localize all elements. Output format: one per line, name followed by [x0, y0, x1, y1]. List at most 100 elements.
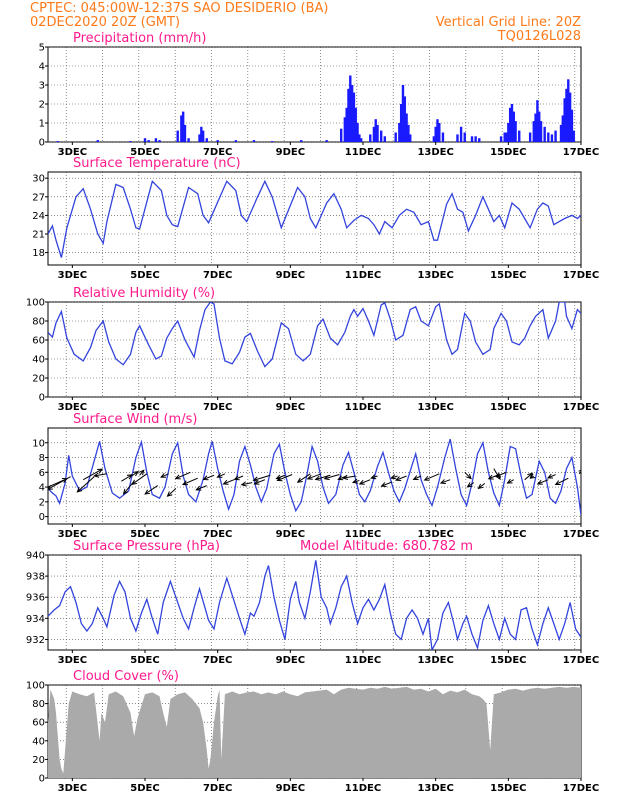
rh-ytick-label: 20: [32, 374, 45, 385]
precip-bar: [568, 92, 572, 142]
wind-vector: [76, 476, 95, 493]
wind-vector: [202, 474, 215, 481]
wind-xtick-label: 3DEC: [58, 529, 87, 540]
temp-xtick-label: 15DEC: [490, 270, 526, 281]
precip-bar: [300, 140, 303, 142]
wind-vector: [93, 472, 107, 478]
cloud-xtick-label: 3DEC: [58, 783, 87, 794]
wind-vector: [578, 469, 581, 475]
wind-vector: [494, 471, 507, 478]
precip-bar: [352, 92, 356, 142]
precip-bar: [187, 138, 190, 142]
wind-vector: [546, 473, 556, 479]
cloud-marks: [48, 686, 581, 778]
precip-bar: [441, 132, 445, 142]
wind-vector: [493, 468, 501, 481]
wind-xtick-label: 11DEC: [345, 529, 381, 540]
temp-ytick-label: 21: [32, 230, 45, 241]
precip-bar: [536, 100, 539, 142]
wind-vector: [138, 469, 145, 476]
temp-ytick-label: 24: [32, 211, 45, 222]
precip-bar: [345, 107, 348, 142]
cloud-xtick-label: 7DEC: [203, 783, 232, 794]
wind-vector: [240, 481, 253, 487]
precip-bar: [539, 121, 543, 142]
temp-xtick-label: 17DEC: [563, 270, 599, 281]
precip-bar: [252, 140, 256, 142]
precip-xtick-label: 17DEC: [563, 147, 599, 158]
precip-bar: [505, 132, 508, 142]
wind-vector: [529, 473, 536, 479]
rh-panel: 0 20 40 60 80 100 3DEC 5DEC 7DEC 9DEC 11DEC 13DEC 15…: [26, 286, 599, 413]
precip-bar: [459, 126, 463, 142]
precip-ytick-label: 1: [39, 119, 45, 130]
precip-bar: [514, 121, 517, 142]
precip-bar: [343, 117, 347, 142]
rh-ytick-label: 100: [26, 298, 45, 309]
header-model-id: TQ0126L028: [497, 29, 581, 44]
pressure-xtick-label: 13DEC: [417, 655, 453, 666]
pressure-xtick-label: 5DEC: [130, 655, 159, 666]
temp-panel: 18 21 24 27 30 3DEC 5DEC 7DEC 9DEC 11DEC 13DEC 15DE…: [32, 156, 599, 281]
precip-bar: [570, 109, 574, 142]
precip-bar: [154, 138, 158, 142]
wind-xtick-label: 5DEC: [130, 529, 159, 540]
wind-vector: [174, 471, 191, 480]
wind-xtick-label: 15DEC: [490, 529, 526, 540]
precip-bar: [401, 85, 405, 142]
precip-ytick-label: 0: [39, 138, 45, 149]
precip-bar: [372, 126, 376, 142]
wind-vector: [306, 473, 322, 480]
precip-xtick-label: 15DEC: [490, 147, 526, 158]
wind-xtick-label: 7DEC: [203, 529, 232, 540]
precip-bar: [369, 134, 372, 142]
precip-bar: [405, 113, 408, 142]
wind-vector: [160, 473, 169, 478]
precip-ytick-label: 3: [39, 81, 45, 92]
cloud-ytick-label: 60: [32, 718, 45, 729]
precip-bar: [399, 104, 403, 142]
cloud-ytick-label: 100: [26, 681, 45, 692]
pressure-xtick-label: 11DEC: [345, 655, 381, 666]
precip-bar: [181, 111, 185, 142]
cloud-cover-area: [48, 686, 581, 778]
pressure-xtick-label: 7DEC: [203, 655, 232, 666]
wind-vector: [477, 482, 486, 490]
wind-panel: 0 2 4 6 8 10 3DEC 5DEC 7DEC 9DEC 11DEC 13DEC 15DEC 17…: [32, 412, 599, 540]
wind-vector: [253, 479, 266, 485]
wind-vector: [466, 482, 475, 488]
rh-ytick-label: 40: [32, 355, 45, 366]
precip-panel: 0 1 2 3 4 5 3DEC 5DEC 7DEC 9DEC 11DEC 13DEC 15DEC 17D…: [39, 31, 600, 158]
precip-bar: [143, 138, 147, 142]
precip-bar: [432, 136, 436, 142]
precip-bar: [325, 140, 328, 142]
wind-xtick-label: 13DEC: [417, 529, 453, 540]
precip-bar: [512, 111, 515, 142]
temp-marks: [48, 179, 581, 258]
precip-bar: [434, 126, 437, 142]
wind-vector: [506, 478, 515, 484]
precip-bar: [376, 124, 379, 142]
temp-xtick-label: 13DEC: [417, 270, 453, 281]
precip-bar: [234, 140, 238, 142]
precip-bar: [547, 132, 550, 142]
wind-xtick-label: 9DEC: [276, 529, 305, 540]
wind-marks: [48, 438, 581, 516]
precip-bar: [56, 141, 60, 142]
precip-bar: [356, 123, 359, 142]
precip-bar: [534, 113, 537, 142]
pressure-ytick-label: 938: [26, 572, 45, 583]
cloud-xtick-label: 15DEC: [490, 783, 526, 794]
wind-vector: [380, 481, 393, 487]
wind-vector: [48, 476, 71, 490]
wind-ytick-label: 0: [39, 512, 45, 523]
precip-bar: [270, 141, 274, 142]
precip-bar: [409, 134, 412, 142]
cloud-ytick-label: 0: [39, 774, 45, 785]
precip-bar: [340, 128, 343, 142]
temp-xtick-label: 5DEC: [130, 270, 159, 281]
cloud-panel: 0 20 40 60 80 100 3DEC 5DEC 7DEC 9DEC 11DEC 13DEC 15…: [26, 669, 599, 794]
precip-bar: [559, 124, 563, 142]
temp-xtick-label: 3DEC: [58, 270, 87, 281]
